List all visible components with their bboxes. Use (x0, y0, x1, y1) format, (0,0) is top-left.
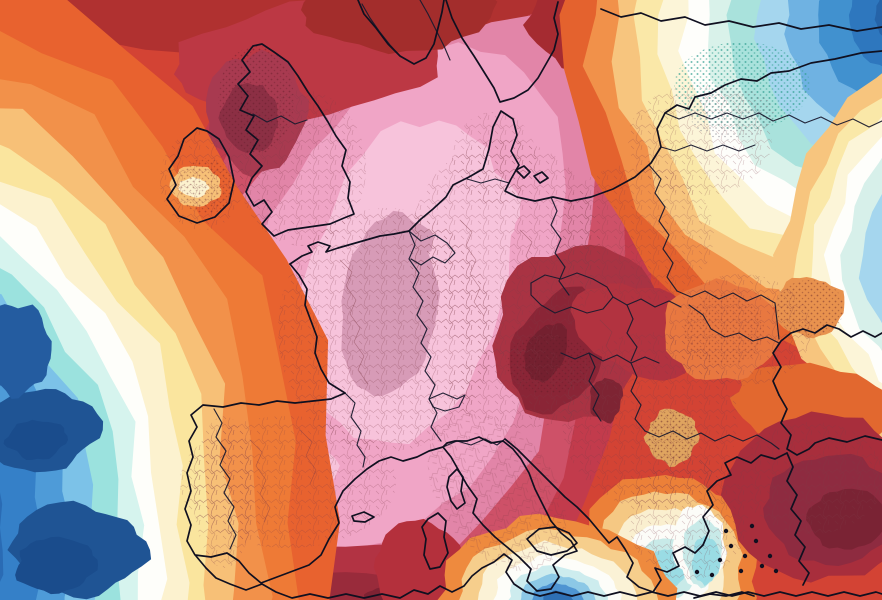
admin-texture-layer (160, 42, 882, 580)
border-layer (166, 0, 882, 599)
island-layer (694, 523, 779, 578)
